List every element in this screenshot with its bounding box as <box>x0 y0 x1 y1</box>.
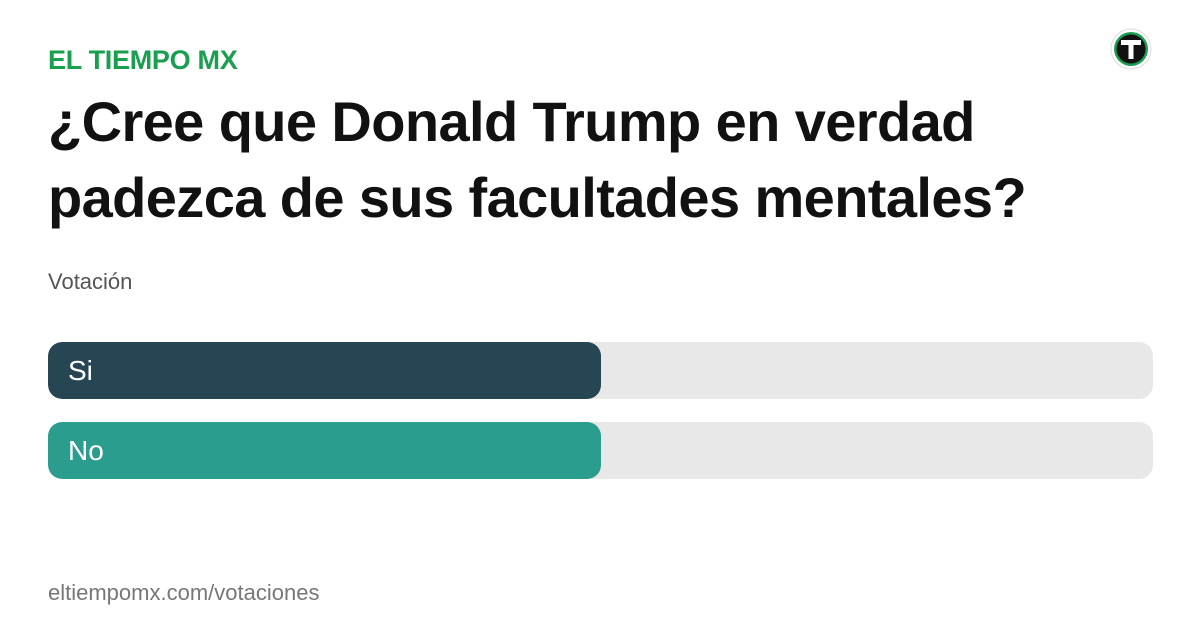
poll-options: Si No <box>48 342 1153 502</box>
poll-subtitle: Votación <box>48 269 133 294</box>
poll-option-no[interactable]: No <box>48 422 1153 479</box>
footer-url[interactable]: eltiempomx.com/votaciones <box>48 580 320 605</box>
poll-option-si[interactable]: Si <box>48 342 1153 399</box>
poll-option-si-label: Si <box>68 355 93 386</box>
poll-option-no-label: No <box>68 435 104 466</box>
poll-question: ¿Cree que Donald Trump en verdad padezca… <box>48 90 1027 229</box>
et-logo-icon <box>1110 28 1152 70</box>
brand-name: EL TIEMPO MX <box>48 45 238 75</box>
poll-option-no-fill <box>48 422 601 479</box>
poll-option-si-fill <box>48 342 601 399</box>
